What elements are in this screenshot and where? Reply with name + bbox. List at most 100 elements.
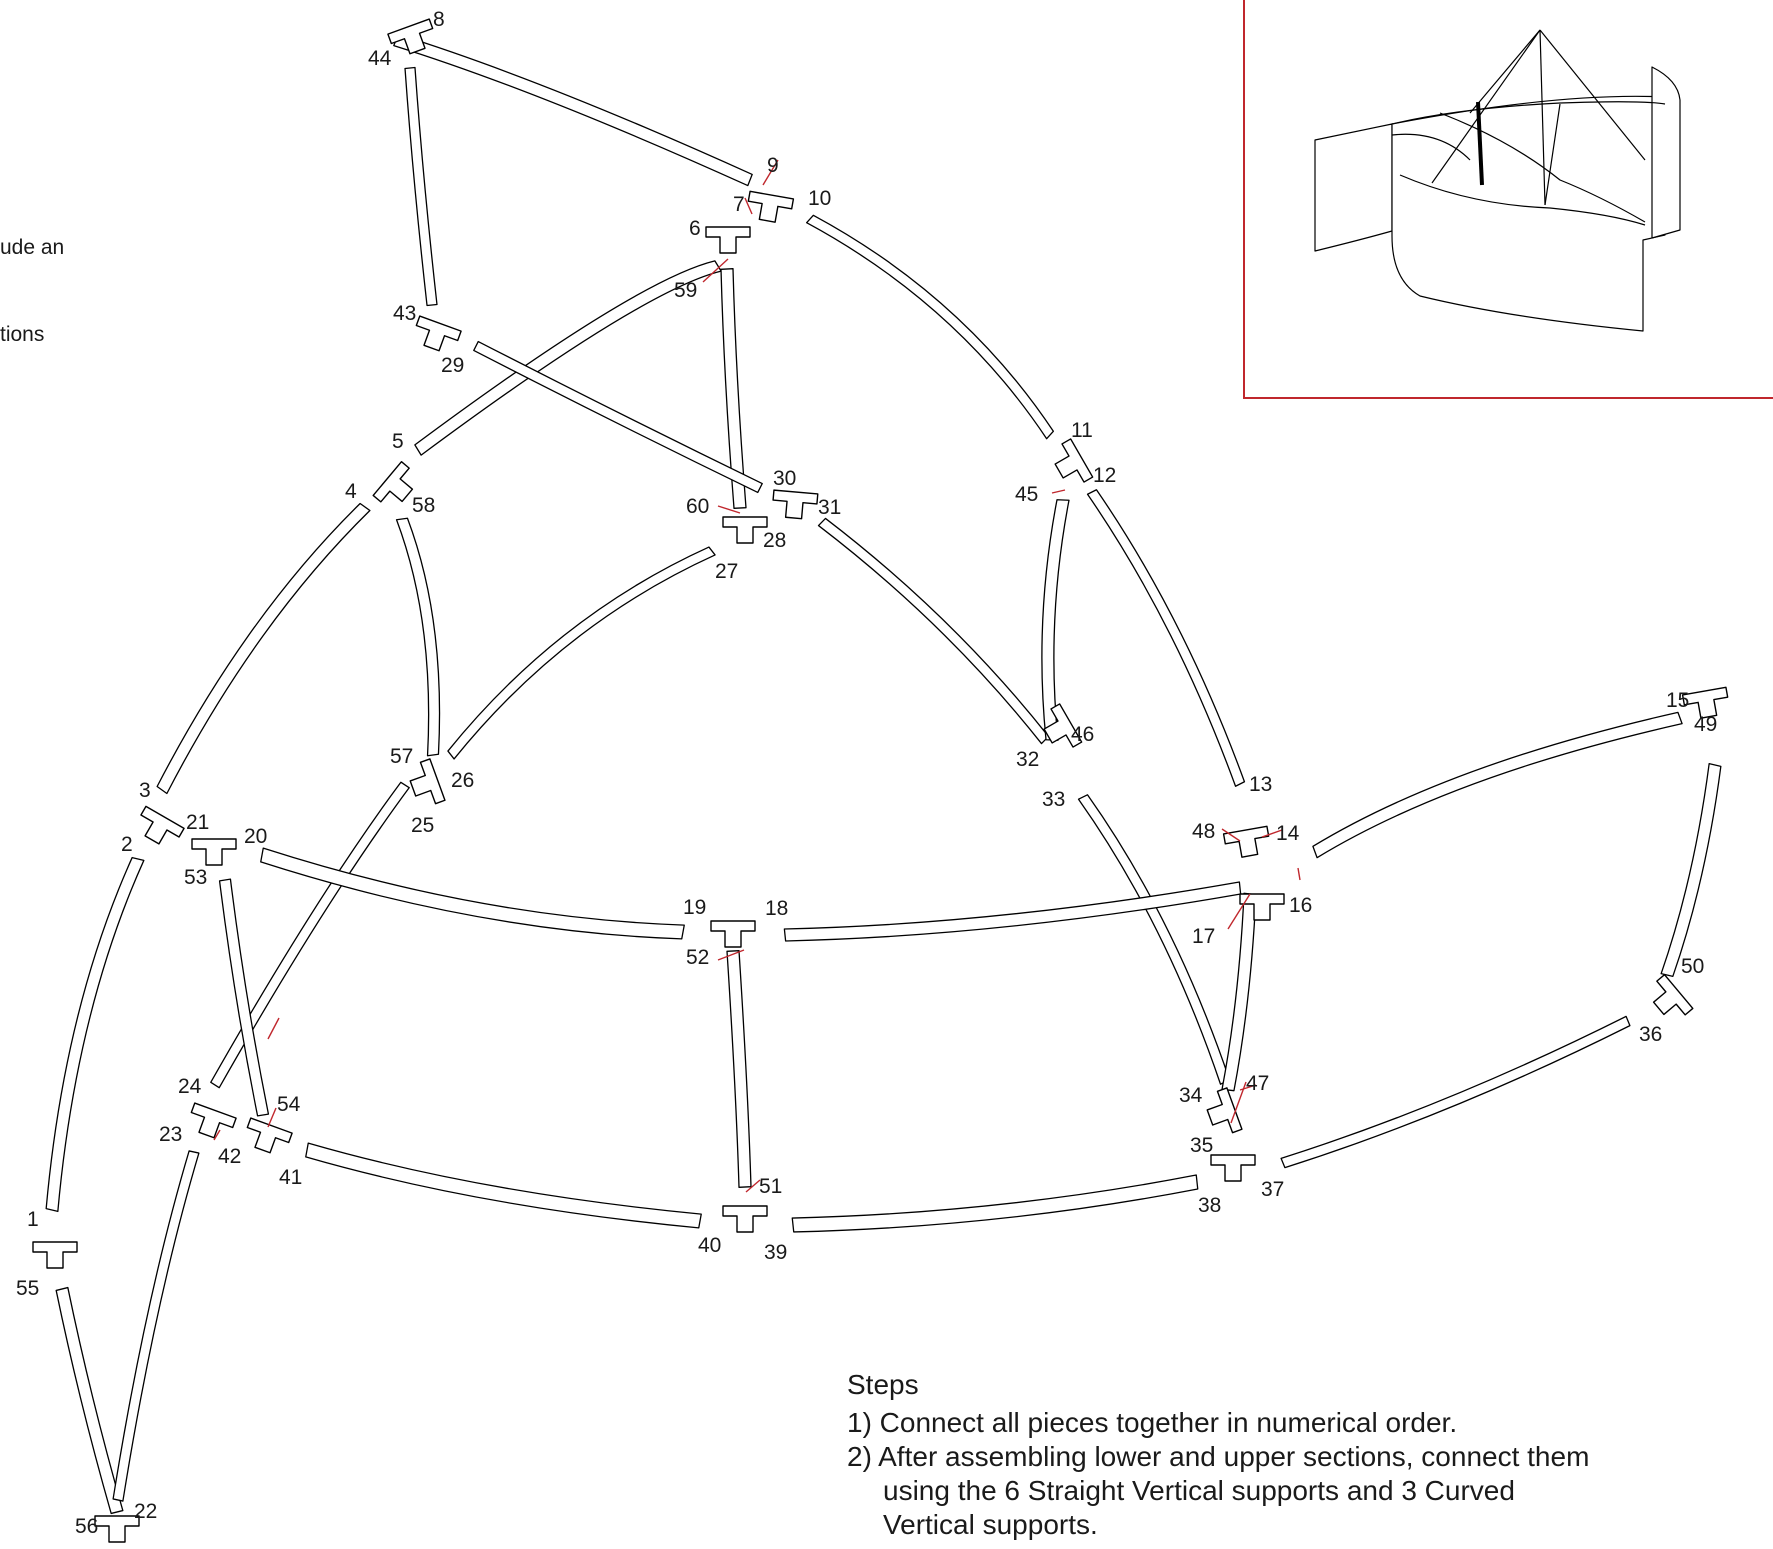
tube-segment [395, 517, 441, 757]
part-number-label: 23 [159, 1123, 182, 1146]
steps-panel: Steps 1) Connect all pieces together in … [847, 1368, 1607, 1542]
inset-dark-rib [1476, 101, 1484, 186]
part-number-label: 58 [412, 494, 435, 517]
callout-leader [213, 1129, 221, 1141]
part-number-label: 22 [134, 1500, 157, 1523]
inset-frame [1243, 0, 1773, 399]
tee-fitting [705, 226, 751, 254]
part-number-label: 12 [1093, 464, 1116, 487]
fitting-layer [32, 18, 1729, 1543]
tube-segment [156, 502, 371, 795]
tube-layer [45, 33, 1722, 1515]
tee-fitting [772, 489, 819, 520]
part-number-label: 37 [1261, 1178, 1284, 1201]
tee-fitting [409, 758, 446, 805]
callout-leader [1239, 1084, 1257, 1091]
side-note-line: ude an [0, 236, 65, 259]
tube-segment [1041, 499, 1070, 741]
part-number-label: 51 [759, 1175, 782, 1198]
tee-fitting [1652, 974, 1694, 1016]
part-number-label: 55 [16, 1277, 39, 1300]
part-number-label: 28 [763, 529, 786, 552]
part-number-label: 52 [686, 946, 709, 969]
inset-inner-shadow [1391, 133, 1471, 161]
part-number-label: 60 [686, 495, 709, 518]
tee-fitting [1210, 1154, 1256, 1182]
part-number-label: 46 [1071, 723, 1094, 746]
tee-fitting [140, 805, 185, 845]
callout-leader [1261, 829, 1283, 838]
part-number-label: 57 [390, 745, 413, 768]
part-number-label: 34 [1179, 1084, 1203, 1107]
tube-segment [726, 950, 752, 1188]
callout-leader [702, 258, 729, 283]
part-number-label: 19 [683, 896, 706, 919]
inset-rim-inner [1391, 101, 1666, 125]
inset-right-panel [1651, 66, 1681, 239]
part-number-label: 29 [441, 354, 464, 377]
part-number-label: 44 [368, 47, 392, 70]
part-number-label: 54 [277, 1093, 301, 1116]
part-number-label: 15 [1666, 689, 1689, 712]
side-note: ude an tions [0, 175, 64, 378]
part-number-label: 35 [1190, 1134, 1213, 1157]
tube-segment [1086, 489, 1246, 787]
part-number-label: 42 [218, 1145, 241, 1168]
part-number-label: 21 [186, 811, 209, 834]
part-number-label: 38 [1198, 1194, 1221, 1217]
tee-fitting [191, 838, 237, 866]
part-number-label: 7 [733, 193, 745, 216]
part-number-label: 9 [767, 154, 779, 177]
label-layer: 1234567891011121314151617181920212223242… [16, 8, 1717, 1538]
part-number-label: 49 [1694, 713, 1717, 736]
tee-fitting [1222, 825, 1270, 858]
tee-fitting [722, 1205, 768, 1233]
tube-segment [393, 33, 753, 187]
part-number-label: 31 [818, 496, 841, 519]
part-number-label: 53 [184, 866, 207, 889]
tube-segment [1312, 711, 1683, 859]
inset-rib-2 [1544, 103, 1561, 206]
part-number-label: 6 [689, 217, 701, 240]
tee-fitting [1239, 893, 1285, 921]
tube-segment [806, 214, 1054, 440]
step-item: 1) Connect all pieces together in numeri… [847, 1407, 1458, 1438]
tee-fitting [722, 516, 768, 544]
part-number-label: 56 [75, 1515, 98, 1538]
part-number-label: 26 [451, 769, 474, 792]
part-number-label: 39 [764, 1241, 787, 1264]
tube-segment [55, 1286, 124, 1515]
part-number-label: 14 [1276, 822, 1300, 845]
tee-fitting [94, 1515, 140, 1543]
callout-leader [1051, 489, 1066, 494]
tube-segment [783, 881, 1242, 942]
inset-preview [1243, 0, 1773, 399]
tee-fitting [1043, 703, 1083, 748]
tee-fitting [710, 920, 756, 948]
steps-title: Steps [847, 1369, 919, 1400]
part-number-label: 59 [674, 279, 697, 302]
part-number-label: 50 [1681, 955, 1704, 978]
part-number-label: 8 [433, 8, 445, 31]
part-number-label: 25 [411, 814, 434, 837]
part-number-label: 20 [244, 825, 267, 848]
callout-leader [267, 1017, 280, 1040]
inset-floor-curve [1399, 174, 1646, 226]
tube-segment [305, 1142, 702, 1229]
inset-dome-drawing [1314, 29, 1681, 332]
tube-segment [404, 66, 438, 307]
callout-leader [1227, 893, 1251, 930]
tee-fitting [1206, 1087, 1243, 1134]
part-number-label: 5 [392, 430, 404, 453]
callout-leader [717, 505, 741, 514]
callout-leader [717, 949, 745, 961]
tee-fitting [190, 1102, 237, 1139]
tee-fitting [32, 1241, 78, 1269]
tube-segment [1660, 763, 1722, 977]
inset-pole-2 [1539, 29, 1546, 206]
part-number-label: 45 [1015, 483, 1038, 506]
leader-layer [213, 159, 1301, 1193]
tube-segment [473, 340, 763, 494]
callout-leader [1297, 867, 1301, 881]
